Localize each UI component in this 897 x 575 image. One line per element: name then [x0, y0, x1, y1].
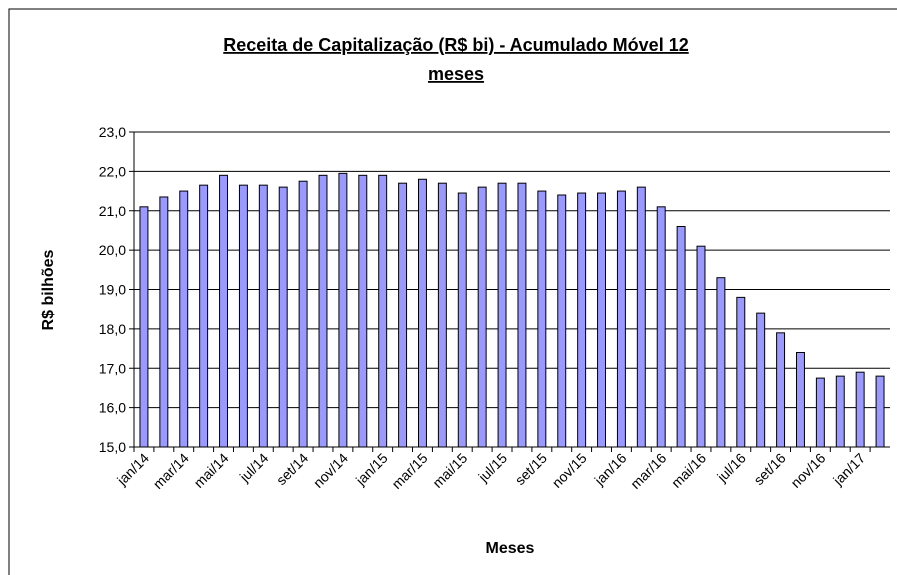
- bar: [736, 296, 746, 448]
- bar: [298, 180, 308, 448]
- bar: [497, 182, 507, 448]
- y-tick-label: 19,0: [99, 282, 126, 298]
- bar: [815, 377, 825, 448]
- bar: [378, 174, 388, 448]
- bar: [398, 182, 408, 448]
- y-tick-label: 20,0: [99, 242, 126, 258]
- y-tick-label: 15,0: [99, 439, 126, 455]
- bar: [656, 206, 666, 448]
- bar: [338, 172, 348, 448]
- bar: [219, 174, 229, 448]
- bar: [795, 352, 805, 448]
- y-tick-label: 16,0: [99, 400, 126, 416]
- chart-title: Receita de Capitalização (R$ bi) - Acumu…: [223, 35, 688, 55]
- bar: [477, 186, 487, 448]
- bar: [517, 182, 527, 448]
- bar: [358, 174, 368, 448]
- bar: [457, 192, 467, 448]
- y-tick-label: 18,0: [99, 321, 126, 337]
- bar: [597, 192, 607, 448]
- bar: [616, 190, 626, 448]
- bar: [577, 192, 587, 448]
- y-tick-label: 22,0: [99, 163, 126, 179]
- bar: [875, 375, 885, 448]
- bar: [696, 245, 706, 448]
- bar: [676, 226, 686, 448]
- y-axis-label: R$ bilhões: [40, 249, 57, 330]
- bar: [139, 206, 149, 448]
- bar: [756, 312, 766, 448]
- chart-frame: [8, 8, 897, 575]
- y-tick-label: 21,0: [99, 203, 126, 219]
- bar: [835, 375, 845, 448]
- bar: [318, 174, 328, 448]
- bar: [199, 184, 209, 448]
- bar: [258, 184, 268, 448]
- bar: [537, 190, 547, 448]
- bar: [278, 186, 288, 448]
- x-axis-label: Meses: [486, 540, 535, 557]
- bar: [855, 371, 865, 448]
- bar: [417, 178, 427, 448]
- bar: [238, 184, 248, 448]
- bar: [636, 186, 646, 448]
- bar: [776, 332, 786, 448]
- bar: [557, 194, 567, 448]
- y-tick-label: 23,0: [99, 124, 126, 140]
- y-tick-label: 17,0: [99, 360, 126, 376]
- bar: [179, 190, 189, 448]
- bar: [716, 277, 726, 448]
- bar: [159, 196, 169, 448]
- chart-title: meses: [428, 64, 484, 84]
- bar: [437, 182, 447, 448]
